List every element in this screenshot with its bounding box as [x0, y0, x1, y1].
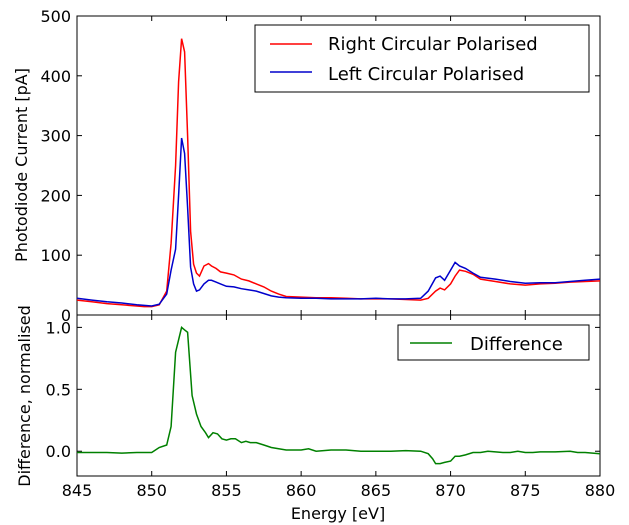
bottom-legend: Difference	[397, 324, 590, 361]
x-tick-label: 865	[361, 481, 392, 500]
top-legend-box	[254, 24, 590, 93]
y-tick-label: 0.5	[46, 380, 71, 399]
bottom-y-ticks: 0.0 0.5 1.0	[46, 318, 600, 461]
legend-label-right-circular: Right Circular Polarised	[328, 34, 538, 55]
x-axis-label: Energy [eV]	[291, 504, 385, 523]
top-legend: Right Circular Polarised Left Circular P…	[254, 24, 590, 93]
x-tick-label: 845	[62, 481, 93, 500]
legend-label-difference: Difference	[470, 334, 563, 355]
y-tick-label: 300	[40, 127, 71, 146]
bottom-series-lines	[77, 326, 601, 465]
x-tick-label: 875	[510, 481, 541, 500]
x-tick-label: 850	[136, 481, 167, 500]
series-line-1-0	[77, 326, 601, 465]
x-tick-label: 860	[286, 481, 317, 500]
y-tick-label: 400	[40, 67, 71, 86]
y-tick-label: 100	[40, 246, 71, 265]
top-panel: 0 100 200 300 400 500 Photodiode Current [pA]…	[12, 7, 601, 325]
x-tick-label: 870	[435, 481, 466, 500]
bottom-x-ticks: 845 850 855 860 865 870 875 880	[62, 315, 616, 500]
x-tick-label: 880	[585, 481, 616, 500]
x-tick-label: 855	[211, 481, 242, 500]
y-tick-label: 500	[40, 7, 71, 26]
y-tick-label: 0.0	[46, 442, 71, 461]
y-tick-label: 1.0	[46, 318, 71, 337]
bottom-panel: 0.0 0.5 1.0 845 850 855 860 865 870 875 880 Diffe…	[15, 305, 615, 523]
top-y-ticks: 0 100 200 300 400 500	[40, 7, 601, 325]
y-tick-label: 0	[61, 306, 71, 325]
top-y-axis-label: Photodiode Current [pA]	[12, 68, 31, 262]
top-series-lines	[76, 38, 601, 308]
series-line-0-1	[76, 137, 601, 307]
series-line-0-0	[76, 38, 601, 308]
y-tick-label: 200	[40, 186, 71, 205]
legend-label-left-circular: Left Circular Polarised	[328, 64, 524, 85]
bottom-plot-frame	[76, 314, 601, 477]
bottom-y-axis-label: Difference, normalised	[15, 305, 34, 487]
